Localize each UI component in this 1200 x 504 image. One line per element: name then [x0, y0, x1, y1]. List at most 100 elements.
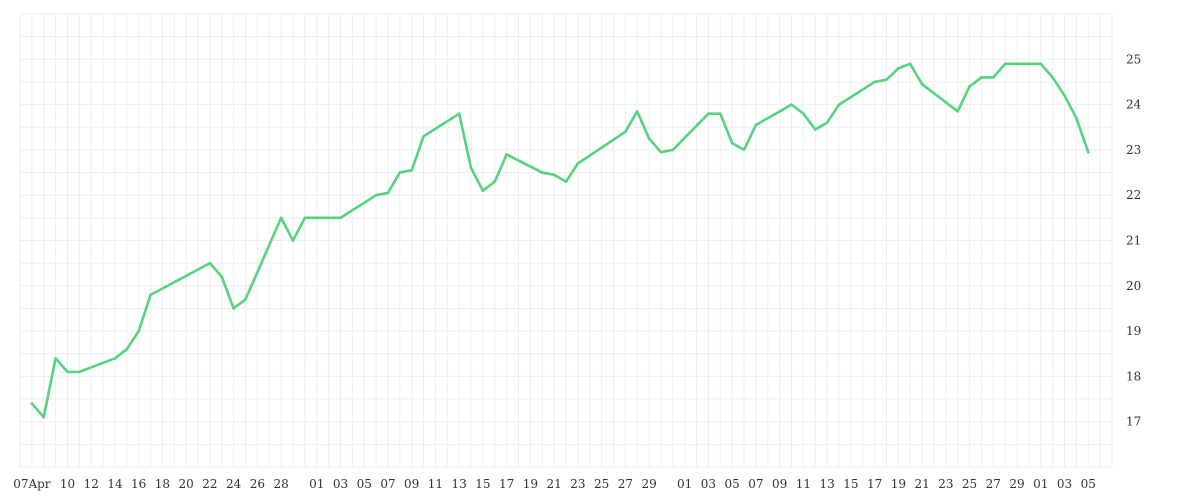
x-tick-label: 28 [273, 477, 288, 491]
data-point [707, 112, 710, 115]
x-tick-label: 29 [1009, 477, 1024, 491]
y-tick-label: 25 [1126, 52, 1141, 66]
data-point [1075, 116, 1078, 120]
y-tick-label: 19 [1126, 324, 1141, 338]
data-point [825, 121, 829, 125]
data-point [410, 168, 414, 172]
y-tick-label: 18 [1126, 369, 1141, 383]
series-layer [30, 62, 1090, 419]
data-point [220, 275, 224, 279]
data-point [481, 189, 485, 192]
data-point [244, 298, 247, 301]
data-point [659, 150, 663, 154]
data-point [647, 137, 651, 140]
data-point [505, 153, 508, 156]
data-point [552, 173, 556, 177]
x-tick-label: 03 [701, 477, 716, 491]
data-point [469, 166, 473, 170]
data-point [742, 148, 746, 152]
data-point [992, 76, 995, 79]
x-tick-label: 07Apr [13, 477, 51, 491]
data-point [730, 141, 734, 145]
y-tick-label: 17 [1126, 415, 1141, 429]
x-tick-label: 03 [333, 477, 348, 491]
data-point [1039, 62, 1043, 66]
x-tick-label: 18 [155, 477, 170, 491]
data-point [113, 356, 117, 360]
data-point [54, 356, 57, 360]
data-point [897, 67, 900, 70]
y-tick-label: 20 [1126, 279, 1141, 293]
data-point [885, 78, 888, 81]
x-tick-label: 21 [914, 477, 929, 491]
data-point [149, 293, 152, 297]
x-tick-label: 11 [428, 477, 443, 491]
data-point [980, 76, 983, 79]
data-point [802, 112, 805, 115]
data-point [374, 193, 378, 197]
data-point [125, 347, 129, 351]
data-point [208, 261, 212, 265]
data-point [66, 370, 69, 374]
data-point [1063, 94, 1066, 97]
grid [19, 13, 1113, 468]
data-point [813, 128, 817, 131]
x-tick-label: 01 [309, 477, 324, 491]
x-tick-label: 25 [962, 477, 977, 491]
data-point [564, 180, 568, 183]
y-tick-label: 23 [1126, 143, 1141, 157]
y-tick-label: 22 [1126, 188, 1141, 202]
x-tick-label: 05 [357, 477, 372, 491]
data-point [1051, 76, 1054, 79]
data-point [908, 62, 912, 66]
x-tick-label: 27 [618, 477, 633, 491]
x-tick-label: 13 [819, 477, 834, 491]
x-tick-label: 17 [499, 477, 514, 491]
x-tick-label: 23 [938, 477, 953, 491]
data-point [398, 171, 402, 174]
x-tick-label: 07 [748, 477, 763, 491]
data-point [920, 82, 924, 86]
data-point [754, 123, 758, 127]
x-tick-label: 19 [891, 477, 906, 491]
x-tick-label: 05 [725, 477, 740, 491]
x-tick-label: 21 [546, 477, 561, 491]
x-tick-label: 24 [226, 477, 242, 491]
x-tick-label: 12 [84, 477, 99, 491]
data-point [671, 148, 675, 152]
x-tick-label: 01 [1033, 477, 1048, 491]
x-tick-label: 11 [796, 477, 811, 491]
data-point [386, 191, 390, 195]
x-tick-label: 22 [202, 477, 217, 491]
data-point [1086, 150, 1090, 154]
x-tick-label: 09 [772, 477, 787, 491]
x-tick-label: 15 [475, 477, 490, 491]
data-point [42, 415, 46, 419]
x-tick-label: 13 [452, 477, 467, 491]
data-point [457, 112, 461, 115]
y-tick-label: 21 [1126, 234, 1141, 248]
x-tick-label: 25 [594, 477, 609, 491]
y-axis: 17 18 19 20 21 22 23 24 25 [1126, 52, 1142, 428]
data-point [719, 112, 722, 115]
x-tick-label: 23 [570, 477, 585, 491]
data-point [339, 216, 342, 220]
x-tick-label: 05 [1081, 477, 1096, 491]
x-tick-label: 17 [867, 477, 882, 491]
data-point [493, 180, 497, 183]
x-tick-label: 07 [380, 477, 395, 491]
x-tick-label: 27 [986, 477, 1001, 491]
x-tick-label: 09 [404, 477, 419, 491]
data-point [540, 171, 544, 174]
data-point [279, 216, 283, 220]
x-tick-label: 19 [523, 477, 538, 491]
data-point [790, 103, 793, 106]
x-tick-label: 03 [1057, 477, 1072, 491]
data-point [78, 370, 81, 374]
y-tick-label: 24 [1126, 98, 1142, 112]
data-point [30, 402, 34, 405]
x-tick-label: 15 [843, 477, 858, 491]
data-point [956, 110, 959, 113]
